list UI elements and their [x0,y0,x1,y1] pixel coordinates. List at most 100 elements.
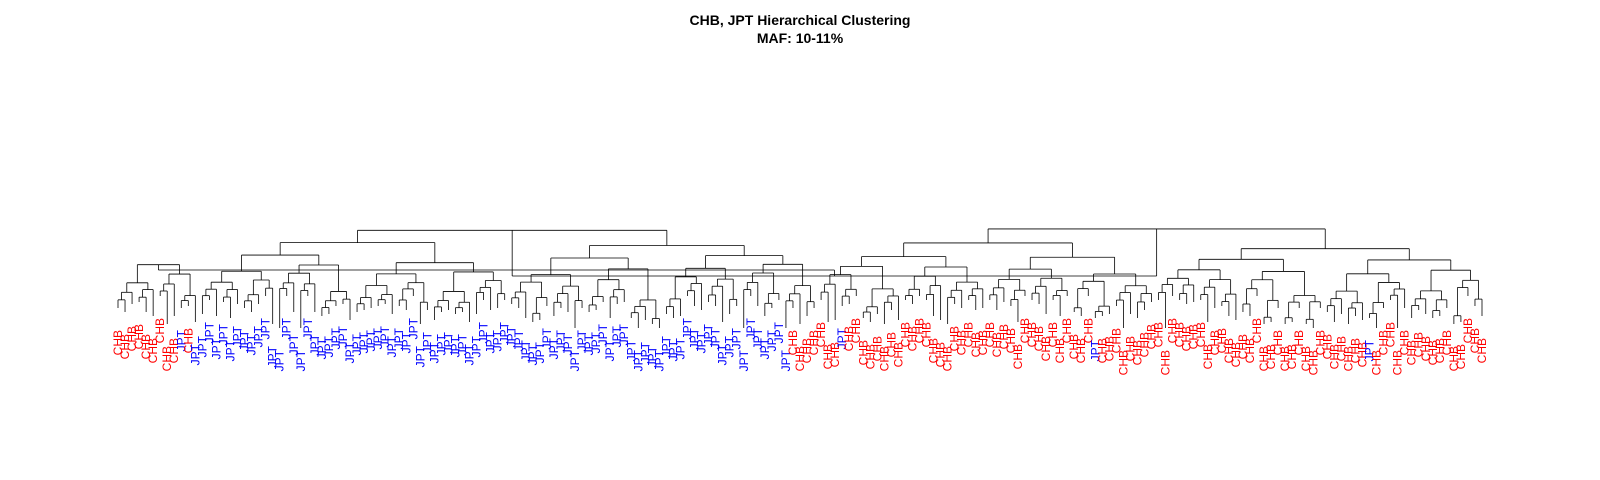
leaf-label: JPT [575,329,589,351]
leaf-label: CHB [1377,330,1391,355]
leaf-label: CHB [1124,336,1138,361]
leaf-label: CHB [1215,328,1229,353]
leaf-label: JPT [723,335,737,357]
leaf-label: CHB [1081,318,1095,343]
leaf-label: JPT [659,335,673,357]
leaf-label: JPT [449,335,463,357]
leaf-label: CHB [1447,346,1461,371]
leaf-label: JPT [681,317,695,339]
leaf-label: CHB [962,322,976,347]
leaf-label: CHB [1039,336,1053,361]
leaf-label: JPT [631,349,645,371]
leaf-label: CHB [1426,340,1440,365]
leaf-label: CHB [146,338,160,363]
leaf-label: CHB [1257,346,1271,371]
leaf-label: JPT [554,329,568,351]
leaf-label: JPT [498,321,512,343]
leaf-label: CHB [800,338,814,363]
leaf-label: JPT [195,335,209,357]
leaf-label: JPT [484,331,498,353]
leaf-label: CHB [1370,350,1384,375]
leaf-label: CHB [1011,344,1025,369]
leaf-label: CHB [1250,318,1264,343]
leaf-label: CHB [1032,326,1046,351]
leaf-label: CHB [828,342,842,367]
leaf-label: JPT [491,329,505,351]
leaf-label: CHB [1440,330,1454,355]
leaf-label: JPT [617,323,631,345]
leaf-label: CHB [1433,338,1447,363]
chart-subtitle: MAF: 10-11% [757,30,844,46]
leaf-label: JPT [709,327,723,349]
leaf-label: CHB [1116,350,1130,375]
leaf-label: CHB [1454,344,1468,369]
leaf-label: JPT [224,339,238,361]
leaf-label: JPT [266,345,280,367]
leaf-label: CHB [990,332,1004,357]
leaf-label: JPT [547,337,561,359]
leaf-label: CHB [1229,342,1243,367]
leaf-label: CHB [1243,338,1257,363]
leaf-label: JPT [470,335,484,357]
leaf-label: CHB [1475,338,1489,363]
leaf-label: JPT [336,325,350,347]
leaf-label: CHB [913,318,927,343]
leaf-label: CHB [1180,326,1194,351]
leaf-label: JPT [343,341,357,363]
leaf-label: JPT [209,337,223,359]
leaf-label: CHB [786,330,800,355]
leaf-label: CHB [1341,346,1355,371]
leaf-label: CHB [1384,322,1398,347]
leaf-label: JPT [512,329,526,351]
leaf-label: JPT [695,331,709,353]
dendrogram-leaf-labels: CHBCHBCHBCHBCHBCHBCHBCHBCHBJPTCHBJPTJPTJ… [111,317,1489,375]
leaf-label: JPT [420,331,434,353]
leaf-label: JPT [519,339,533,361]
leaf-label: JPT [666,339,680,361]
leaf-label: JPT [350,333,364,355]
leaf-label: JPT [406,317,420,339]
leaf-label: JPT [751,327,765,349]
leaf-label: CHB [1306,350,1320,375]
leaf-label: JPT [238,329,252,351]
leaf-label: CHB [1398,330,1412,355]
leaf-label: JPT [231,325,245,347]
leaf-label: CHB [927,338,941,363]
leaf-label: JPT [758,337,772,359]
leaf-label: CHB [821,344,835,369]
leaf-label: CHB [153,318,167,343]
leaf-label: JPT [322,335,336,357]
leaf-label: JPT [526,343,540,365]
leaf-label: JPT [540,327,554,349]
leaf-label: CHB [941,346,955,371]
leaf-label: JPT [315,337,329,359]
leaf-label: JPT [1088,339,1102,361]
leaf-label: JPT [188,343,202,365]
leaf-label: CHB [1334,336,1348,361]
leaf-label: JPT [364,329,378,351]
leaf-label: CHB [807,330,821,355]
leaf-label: CHB [1194,322,1208,347]
leaf-label: JPT [737,349,751,371]
leaf-label: CHB [1271,330,1285,355]
leaf-label: CHB [1461,318,1475,343]
leaf-label: JPT [638,341,652,363]
leaf-label: CHB [1187,324,1201,349]
leaf-label: CHB [118,334,132,359]
leaf-label: JPT [273,349,287,371]
leaf-label: JPT [596,323,610,345]
leaf-label: JPT [1363,339,1377,361]
leaf-label: CHB [1173,322,1187,347]
leaf-label: CHB [1109,328,1123,353]
leaf-label: JPT [589,331,603,353]
leaf-label: CHB [1152,322,1166,347]
leaf-label: CHB [139,334,153,359]
leaf-label: JPT [378,325,392,347]
leaf-label: CHB [891,342,905,367]
leaf-label: CHB [1278,346,1292,371]
leaf-label: JPT [624,339,638,361]
leaf-label: JPT [561,333,575,355]
leaf-label: CHB [1074,338,1088,363]
leaf-label: CHB [976,330,990,355]
